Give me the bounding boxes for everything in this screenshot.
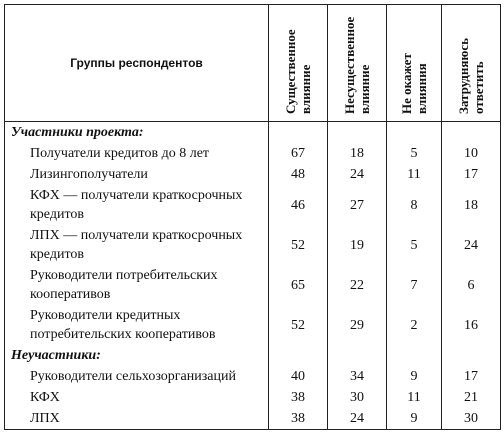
row-label: Руководители потребительских кооперативо… (4, 265, 269, 305)
value-cell: 7 (386, 265, 442, 305)
value-cell: 27 (327, 185, 387, 225)
empty-cell (327, 345, 387, 366)
value-cell: 10 (441, 143, 501, 164)
value-cell: 24 (327, 408, 387, 430)
section-row: Неучастники: (4, 345, 501, 366)
section-title: Участники проекта: (4, 121, 269, 143)
value-cell: 22 (327, 265, 387, 305)
header-cell: Существенное влияние (268, 4, 328, 122)
empty-cell (268, 121, 328, 143)
value-cell: 9 (386, 408, 442, 430)
value-cell: 5 (386, 225, 442, 265)
empty-cell (386, 345, 442, 366)
table-header: Группы респондентов Существенное влияние Н… (4, 4, 501, 122)
header-row: Группы респондентов Существенное влияние Н… (4, 4, 501, 122)
value-cell: 38 (268, 387, 328, 408)
section-title: Неучастники: (4, 345, 269, 366)
data-row: Руководители сельхозорганизаций 40 34 9 17 (4, 366, 501, 387)
data-row: Руководители потребительских кооперативо… (4, 265, 501, 305)
header-text: Не окажет влияния (399, 53, 429, 114)
value-cell: 34 (327, 366, 387, 387)
value-cell: 17 (441, 366, 501, 387)
row-label: Руководители кредитных потребительских к… (4, 305, 269, 345)
empty-cell (441, 345, 501, 366)
row-label: КФХ — получатели краткосрочных кредитов (4, 185, 269, 225)
value-cell: 11 (386, 164, 442, 185)
value-cell: 67 (268, 143, 328, 164)
row-label: КФХ (4, 387, 269, 408)
data-row: КФХ 38 30 11 21 (4, 387, 501, 408)
row-label: Получатели кредитов до 8 лет (4, 143, 269, 164)
value-cell: 30 (441, 408, 501, 430)
data-row: ЛПХ — получатели краткосрочных кредитов 5… (4, 225, 501, 265)
value-cell: 6 (441, 265, 501, 305)
empty-cell (386, 121, 442, 143)
value-cell: 19 (327, 225, 387, 265)
value-cell: 9 (386, 366, 442, 387)
data-row: КФХ — получатели краткосрочных кредитов 4… (4, 185, 501, 225)
header-cell: Затрудняюсь ответить (441, 4, 501, 122)
value-cell: 24 (441, 225, 501, 265)
header-text: Существенное влияние (283, 29, 313, 114)
value-cell: 11 (386, 387, 442, 408)
value-cell: 52 (268, 225, 328, 265)
header-text: Несущественное влияние (342, 16, 372, 114)
value-cell: 18 (327, 143, 387, 164)
value-cell: 48 (268, 164, 328, 185)
row-label: ЛПХ (4, 408, 269, 430)
value-cell: 17 (441, 164, 501, 185)
data-row: Руководители кредитных потребительских к… (4, 305, 501, 345)
value-cell: 38 (268, 408, 328, 430)
survey-table: Группы респондентов Существенное влияние Н… (4, 4, 501, 430)
value-cell: 24 (327, 164, 387, 185)
data-row: Лизингополучатели 48 24 11 17 (4, 164, 501, 185)
row-label: Руководители сельхозорганизаций (4, 366, 269, 387)
empty-cell (441, 121, 501, 143)
value-cell: 16 (441, 305, 501, 345)
header-cell: Несущественное влияние (327, 4, 387, 122)
row-label: Лизингополучатели (4, 164, 269, 185)
table-body: Участники проекта: Получатели кредитов до… (4, 121, 501, 430)
empty-cell (327, 121, 387, 143)
value-cell: 40 (268, 366, 328, 387)
value-cell: 5 (386, 143, 442, 164)
section-row: Участники проекта: (4, 121, 501, 143)
value-cell: 21 (441, 387, 501, 408)
value-cell: 65 (268, 265, 328, 305)
empty-cell (268, 345, 328, 366)
row-label: ЛПХ — получатели краткосрочных кредитов (4, 225, 269, 265)
header-cell: Группы респондентов (4, 4, 269, 122)
value-cell: 18 (441, 185, 501, 225)
data-row: ЛПХ 38 24 9 30 (4, 408, 501, 430)
header-cell: Не окажет влияния (386, 4, 442, 122)
value-cell: 2 (386, 305, 442, 345)
header-text: Затрудняюсь ответить (456, 38, 486, 114)
value-cell: 8 (386, 185, 442, 225)
value-cell: 29 (327, 305, 387, 345)
value-cell: 30 (327, 387, 387, 408)
value-cell: 46 (268, 185, 328, 225)
value-cell: 52 (268, 305, 328, 345)
data-row: Получатели кредитов до 8 лет 67 18 5 10 (4, 143, 501, 164)
